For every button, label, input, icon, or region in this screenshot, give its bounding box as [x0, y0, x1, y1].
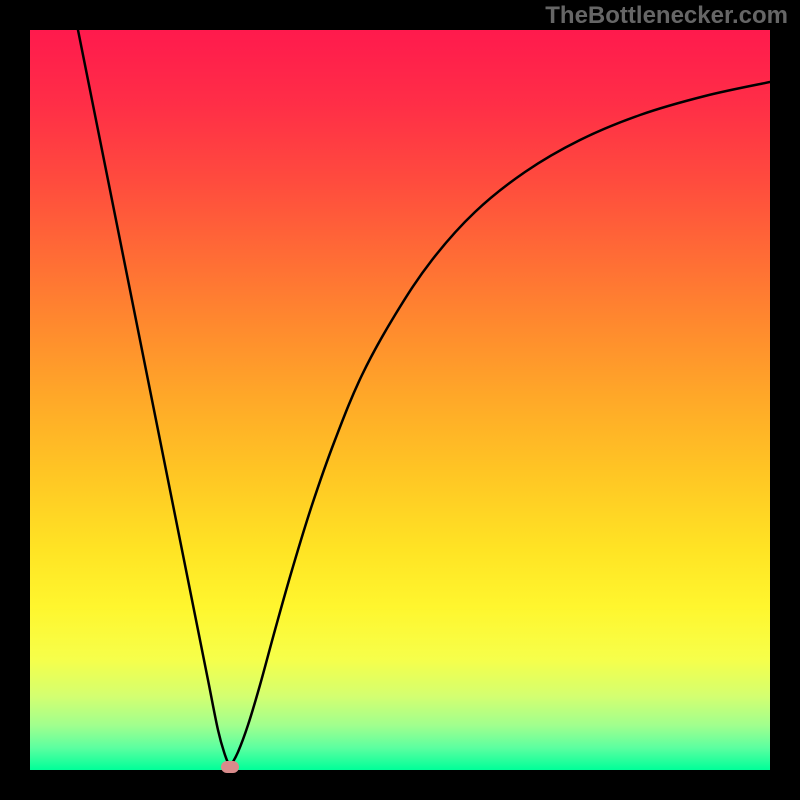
bottleneck-curve — [30, 30, 770, 770]
chart-container: TheBottlenecker.com — [0, 0, 800, 800]
watermark-text: TheBottlenecker.com — [545, 2, 788, 30]
optimal-point-marker — [221, 761, 239, 773]
plot-area — [30, 30, 770, 770]
